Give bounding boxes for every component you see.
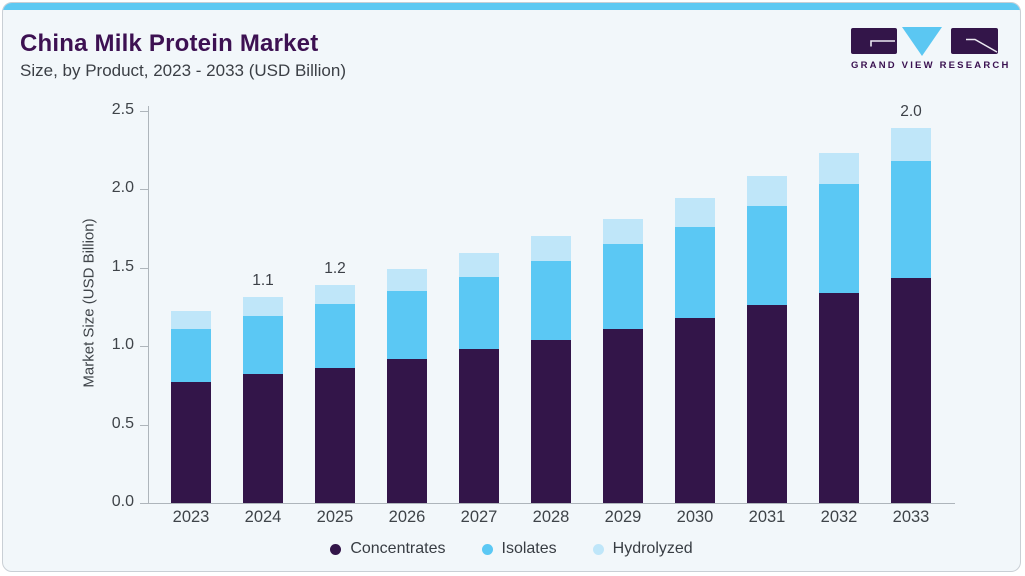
bar-segment-concentrates-2032 — [819, 292, 859, 503]
y-tick-label: 2.5 — [111, 100, 134, 118]
page-title: China Milk Protein Market — [20, 30, 319, 57]
bar-total-label-2025: 1.2 — [324, 259, 346, 277]
y-tick-label: 1.0 — [111, 336, 134, 353]
bar-segment-hydrolyzed-2027 — [459, 253, 499, 277]
y-axis-title: Market Size (USD Billion) — [80, 218, 98, 388]
y-tick-mark — [140, 189, 148, 190]
legend-item-isolates: Isolates — [481, 540, 557, 558]
legend-dot-icon — [330, 543, 342, 555]
chart-legend: Concentrates Isolates Hydrolyzed — [3, 540, 1020, 558]
y-tick-mark — [140, 267, 148, 269]
bar-segment-isolates-2030 — [675, 226, 715, 318]
bar-segment-isolates-2024 — [243, 316, 283, 375]
x-tick-label-2024: 2024 — [244, 508, 282, 526]
bar-segment-hydrolyzed-2024 — [243, 297, 283, 317]
bar-segment-isolates-2023 — [171, 328, 211, 383]
bar-segment-hydrolyzed-2026 — [387, 269, 427, 292]
legend-item-hydrolyzed: Hydrolyzed — [592, 540, 693, 558]
bar-segment-concentrates-2028 — [531, 339, 571, 503]
legend-label: Concentrates — [350, 540, 446, 557]
legend-dot-icon — [481, 543, 493, 555]
y-tick-mark — [140, 346, 148, 347]
y-tick-label: 0.0 — [111, 493, 134, 510]
bar-segment-isolates-2026 — [387, 291, 427, 359]
bar-segment-hydrolyzed-2031 — [747, 176, 787, 207]
bar-segment-isolates-2028 — [531, 261, 571, 340]
page-subtitle: Size, by Product, 2023 - 2033 (USD Billi… — [20, 61, 346, 80]
x-tick-label-2030: 2030 — [676, 508, 714, 526]
bar-segment-concentrates-2031 — [747, 305, 787, 503]
logo-wordmark: GRAND VIEW RESEARCH — [851, 60, 1011, 71]
bar-segment-isolates-2029 — [603, 243, 643, 329]
top-accent-bar — [3, 3, 1020, 10]
x-tick-label-2028: 2028 — [532, 508, 570, 526]
x-tick-label-2025: 2025 — [316, 508, 354, 526]
bar-segment-hydrolyzed-2023 — [171, 311, 211, 329]
y-tick-mark — [140, 424, 148, 426]
y-tick-mark — [140, 503, 148, 504]
legend-label: Hydrolyzed — [612, 540, 693, 557]
bar-segment-isolates-2031 — [747, 206, 787, 306]
bar-segment-isolates-2027 — [459, 276, 499, 350]
x-tick-label-2029: 2029 — [604, 508, 642, 526]
bar-segment-hydrolyzed-2029 — [603, 218, 643, 244]
bar-segment-hydrolyzed-2025 — [315, 284, 355, 304]
legend-item-concentrates: Concentrates — [330, 540, 446, 558]
bar-segment-concentrates-2029 — [603, 328, 643, 503]
bar-segment-isolates-2025 — [315, 303, 355, 368]
bar-segment-isolates-2032 — [819, 184, 859, 293]
x-tick-label-2023: 2023 — [172, 508, 210, 526]
bar-segment-hydrolyzed-2030 — [675, 198, 715, 227]
x-tick-label-2031: 2031 — [748, 508, 786, 526]
bar-segment-concentrates-2030 — [675, 317, 715, 503]
y-tick-mark — [140, 110, 148, 112]
bar-segment-isolates-2033 — [891, 160, 931, 279]
y-tick-label: 2.0 — [111, 179, 134, 196]
logo-v-triangle — [902, 27, 942, 56]
bar-segment-concentrates-2023 — [171, 382, 211, 503]
bar-segment-concentrates-2027 — [459, 349, 499, 503]
y-tick-label: 1.5 — [111, 257, 134, 275]
gvr-logo-mark — [851, 27, 999, 56]
legend-label: Isolates — [501, 540, 557, 557]
logo-g-block — [851, 28, 897, 54]
x-tick-label-2032: 2032 — [820, 508, 858, 526]
bar-segment-hydrolyzed-2028 — [531, 236, 571, 262]
bar-segment-hydrolyzed-2032 — [819, 152, 859, 185]
gvr-logo: GRAND VIEW RESEARCH — [851, 27, 1011, 71]
bar-total-label-2024: 1.1 — [252, 272, 274, 290]
bar-segment-concentrates-2025 — [315, 367, 355, 503]
bar-segment-concentrates-2024 — [243, 374, 283, 503]
legend-dot-icon — [592, 543, 604, 555]
y-axis-line — [148, 106, 149, 503]
x-axis-line — [148, 503, 955, 504]
y-tick-label: 0.5 — [111, 414, 134, 432]
x-tick-label-2027: 2027 — [460, 508, 498, 526]
bar-segment-concentrates-2026 — [387, 358, 427, 503]
bar-total-label-2033: 2.0 — [900, 102, 922, 120]
bar-segment-concentrates-2033 — [891, 278, 931, 503]
logo-r-block — [951, 28, 998, 54]
x-tick-label-2026: 2026 — [388, 508, 426, 526]
bar-segment-hydrolyzed-2033 — [891, 127, 931, 161]
x-tick-label-2033: 2033 — [892, 508, 930, 526]
